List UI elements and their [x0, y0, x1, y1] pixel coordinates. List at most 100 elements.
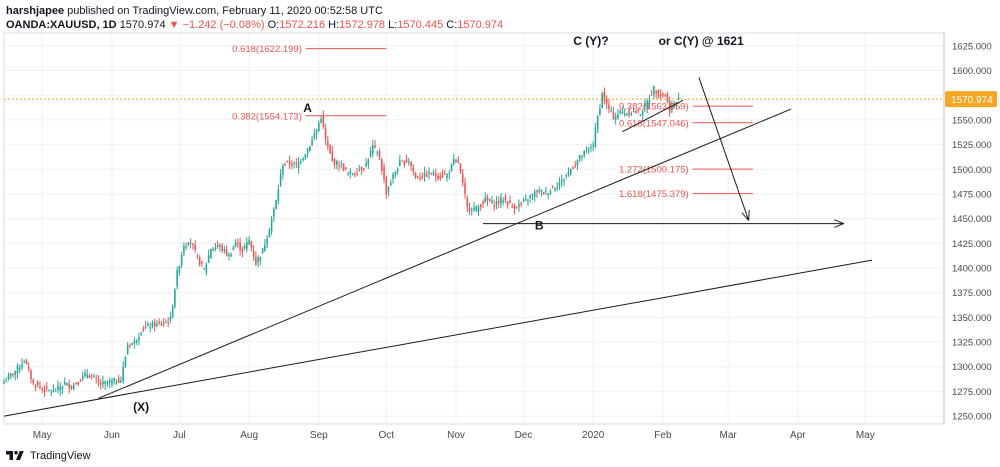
candle-body	[140, 332, 142, 334]
candle-body	[131, 342, 133, 346]
candle-body	[41, 388, 44, 390]
candle-body	[468, 208, 471, 211]
x-tick-label: Feb	[654, 430, 672, 441]
x-tick-label: Jul	[173, 430, 186, 441]
candle-body	[653, 86, 655, 95]
candle-body	[502, 200, 505, 203]
candle-body	[524, 198, 527, 201]
publish-info: harshjapee published on TradingView.com,…	[6, 4, 706, 18]
y-tick-label: 1375.000	[952, 288, 992, 299]
candle-body	[470, 210, 473, 212]
candle-body	[425, 174, 428, 177]
candle-body	[345, 167, 347, 170]
candle-body	[14, 370, 17, 375]
candle-body	[230, 254, 232, 257]
candle-body	[302, 158, 304, 161]
candle-body	[203, 268, 205, 270]
candle-body	[614, 116, 617, 120]
candle-body	[378, 151, 381, 159]
candle-body	[450, 163, 453, 171]
candle-body	[578, 154, 581, 160]
candle-body	[196, 255, 199, 257]
candle-body	[147, 323, 149, 326]
candle-body	[536, 190, 538, 193]
price-change: ▼ −1.242 (−0.08%)	[168, 19, 265, 31]
candle-body	[23, 361, 26, 363]
candle-body	[93, 376, 95, 378]
candle-body	[306, 148, 309, 154]
candle-body	[385, 178, 388, 195]
candle-body	[457, 159, 460, 163]
last-price: 1570.974	[119, 19, 166, 31]
chart-header: harshjapee published on TradingView.com,…	[6, 4, 706, 32]
candle-body	[626, 113, 628, 116]
candle-body	[621, 111, 624, 114]
candle-body	[282, 165, 284, 175]
candle-body	[115, 382, 118, 384]
y-tick-label: 1350.000	[952, 313, 992, 324]
candle-body	[183, 245, 185, 254]
candle-body	[3, 381, 5, 384]
candle-body	[461, 173, 464, 183]
candle-body	[81, 375, 84, 380]
y-tick-label: 1475.000	[952, 189, 992, 200]
candle-body	[27, 367, 30, 370]
candle-body	[75, 382, 77, 385]
candle-body	[264, 244, 266, 252]
candle-body	[572, 167, 574, 169]
candle-body	[273, 208, 275, 217]
candle-body	[527, 200, 529, 202]
candle-body	[54, 390, 57, 392]
fib-level-label: 0.382(1563.959)	[619, 102, 689, 113]
author-name[interactable]: harshjapee	[6, 5, 65, 17]
candle-body	[650, 94, 653, 96]
candle-body	[185, 245, 187, 248]
candle-body	[239, 242, 241, 251]
candle-body	[201, 261, 203, 264]
candle-body	[556, 187, 559, 189]
candle-body	[340, 163, 343, 165]
y-tick-label: 1550.000	[952, 115, 992, 126]
candle-body	[540, 190, 543, 192]
candle-body	[171, 306, 174, 318]
candle-body	[554, 188, 556, 191]
candle-body	[18, 367, 21, 370]
candle-body	[372, 145, 374, 154]
candle-body	[45, 386, 48, 388]
candle-body	[576, 160, 579, 166]
candle-body	[57, 385, 59, 391]
y-tick-label: 1500.000	[952, 165, 992, 176]
candle-body	[520, 202, 523, 205]
trendline	[98, 108, 792, 399]
candle-body	[504, 196, 507, 201]
candle-body	[77, 382, 80, 384]
candle-body	[351, 173, 354, 175]
candle-body	[277, 189, 280, 201]
candle-body	[347, 173, 349, 175]
candle-body	[122, 366, 124, 381]
candle-body	[655, 91, 657, 94]
candle-body	[315, 129, 318, 134]
candle-body	[459, 163, 462, 173]
published-text: published on TradingView.com, February 1…	[67, 5, 383, 17]
candle-body	[216, 244, 219, 247]
candle-body	[153, 322, 156, 327]
candle-body	[331, 151, 334, 161]
candle-body	[563, 179, 565, 181]
candle-body	[657, 90, 660, 96]
candle-body	[455, 160, 457, 162]
candle-body	[219, 244, 221, 247]
candle-body	[448, 172, 451, 174]
candle-body	[106, 382, 109, 384]
candle-body	[475, 206, 478, 212]
candle-body	[286, 160, 289, 162]
candle-body	[324, 128, 327, 140]
candle-body	[194, 244, 196, 250]
candle-body	[129, 345, 131, 347]
candle-body	[259, 256, 262, 261]
tradingview-brand[interactable]: TradingView	[30, 450, 91, 462]
candle-body	[25, 360, 28, 365]
candle-body	[592, 145, 594, 147]
x-tick-label: May	[856, 430, 875, 441]
